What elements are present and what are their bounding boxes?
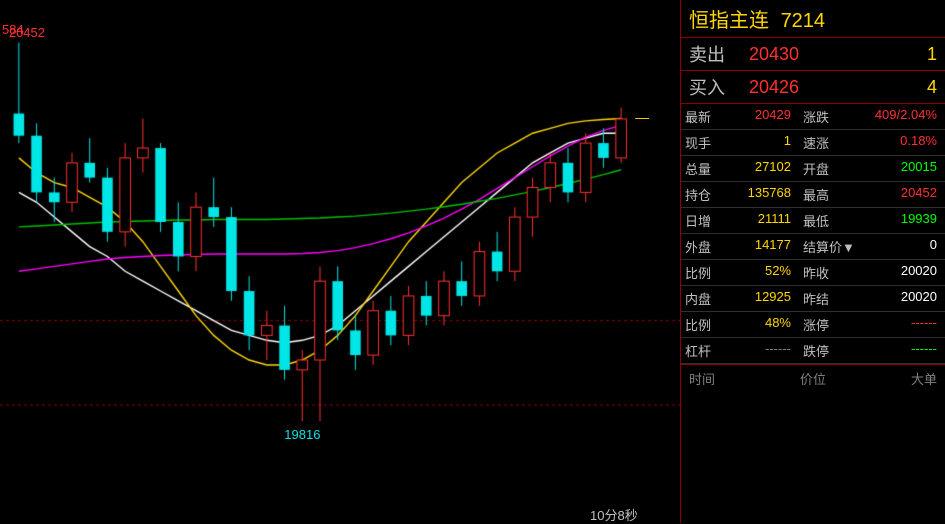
stat-label: 涨跌	[799, 104, 847, 130]
quote-grid: 最新20429涨跌409/2.04%现手1速涨0.18%总量27102开盘200…	[681, 104, 945, 364]
sell-label: 卖出	[689, 41, 739, 67]
stat-label: 内盘	[681, 286, 729, 312]
buy-row[interactable]: 买入 20426 4	[681, 71, 945, 104]
col-time: 时间	[689, 369, 772, 388]
stat-label: 开盘	[799, 156, 847, 182]
stat-value: 0	[847, 234, 945, 260]
candlestick-chart[interactable]: 584 19816 20452 — 10分8秒	[0, 0, 680, 523]
stat-label: 外盘	[681, 234, 729, 260]
stat-value: 409/2.04%	[847, 104, 945, 130]
stat-label: 最高	[799, 182, 847, 208]
stat-label: 持仓	[681, 182, 729, 208]
stat-value: 20452	[847, 182, 945, 208]
stat-value: 48%	[729, 312, 799, 338]
stat-value: ------	[847, 312, 945, 338]
stat-value: 52%	[729, 260, 799, 286]
stat-value: 1	[729, 130, 799, 156]
stat-label: 结算价▼	[799, 234, 847, 260]
stat-label: 昨收	[799, 260, 847, 286]
stat-value: 14177	[729, 234, 799, 260]
stat-value: ------	[847, 338, 945, 364]
stat-label: 现手	[681, 130, 729, 156]
stat-label: 跌停	[799, 338, 847, 364]
instrument-name: 恒指主连	[689, 10, 769, 32]
buy-price: 20426	[739, 77, 897, 98]
buy-qty: 4	[897, 77, 937, 98]
sell-row[interactable]: 卖出 20430 1	[681, 38, 945, 71]
quote-panel: 恒指主连 7214 卖出 20430 1 买入 20426 4 最新20429涨…	[680, 0, 945, 523]
col-price: 价位	[772, 369, 855, 388]
instrument-title: 恒指主连 7214	[681, 0, 945, 38]
instrument-code: 7214	[781, 10, 826, 32]
buy-label: 买入	[689, 74, 739, 100]
stat-label: 杠杆	[681, 338, 729, 364]
trades-header: 时间 价位 大单	[681, 364, 945, 392]
chart-high-label: 20452	[9, 25, 45, 40]
stat-label: 比例	[681, 312, 729, 338]
price-marker-icon: —	[635, 109, 649, 125]
stat-value: 19939	[847, 208, 945, 234]
stat-label: 日增	[681, 208, 729, 234]
col-volume: 大单	[854, 369, 937, 388]
stat-value: 20020	[847, 286, 945, 312]
stat-value: 21111	[729, 208, 799, 234]
stat-value: 0.18%	[847, 130, 945, 156]
stat-label: 昨结	[799, 286, 847, 312]
stat-value: 135768	[729, 182, 799, 208]
sell-price: 20430	[739, 44, 897, 65]
chart-low-label: 19816	[284, 427, 320, 442]
stat-label: 最低	[799, 208, 847, 234]
stat-value: ------	[729, 338, 799, 364]
stat-label: 最新	[681, 104, 729, 130]
chart-time-label: 10分8秒	[590, 505, 670, 521]
sell-qty: 1	[897, 44, 937, 65]
stat-value: 20015	[847, 156, 945, 182]
stat-label: 比例	[681, 260, 729, 286]
stat-value: 20020	[847, 260, 945, 286]
stat-value: 20429	[729, 104, 799, 130]
stat-value: 12925	[729, 286, 799, 312]
stat-value: 27102	[729, 156, 799, 182]
stat-label: 总量	[681, 156, 729, 182]
stat-label: 速涨	[799, 130, 847, 156]
stat-label: 涨停	[799, 312, 847, 338]
